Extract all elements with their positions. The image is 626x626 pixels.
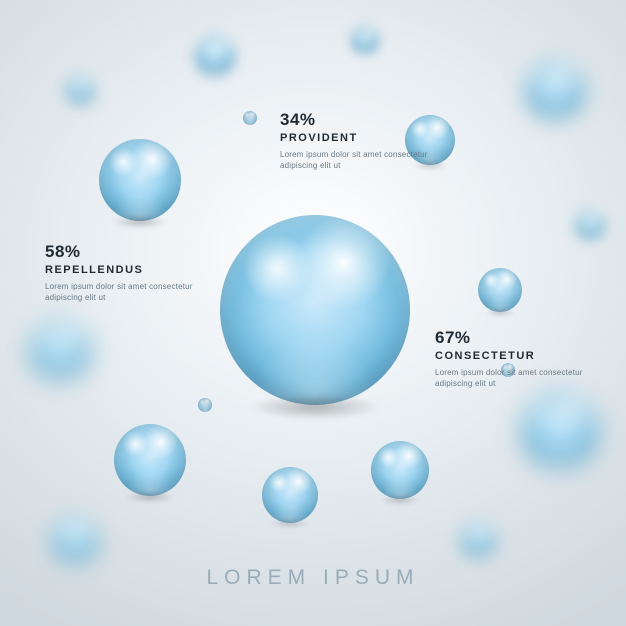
sphere-ball	[51, 516, 99, 564]
sphere-3	[478, 268, 522, 312]
sphere-ball	[521, 391, 599, 469]
sphere-1	[99, 139, 181, 221]
sphere-15	[460, 522, 496, 558]
stat-percent: 67%	[435, 328, 595, 348]
sphere-8	[351, 26, 379, 54]
sphere-ball	[575, 210, 605, 240]
sphere-ball	[29, 319, 91, 381]
sphere-ball	[114, 424, 186, 496]
sphere-shadow	[485, 309, 516, 315]
infographic-canvas: 34% PROVIDENT Lorem ipsum dolor sit amet c…	[0, 0, 626, 626]
sphere-shadow	[249, 394, 382, 421]
sphere-ball	[460, 522, 496, 558]
stat-label: CONSECTETUR	[435, 350, 595, 362]
sphere-ball	[220, 215, 410, 405]
sphere-9	[65, 75, 95, 105]
sphere-14	[51, 516, 99, 564]
stat-percent: 34%	[280, 110, 450, 130]
sphere-shadow	[270, 520, 309, 528]
sphere-0	[220, 215, 410, 405]
sphere-shadow	[111, 216, 168, 227]
sphere-5	[262, 467, 318, 523]
sphere-10	[525, 60, 585, 120]
sphere-ball	[525, 60, 585, 120]
sphere-ball	[243, 111, 257, 125]
sphere-ball	[478, 268, 522, 312]
stat-label: REPELLENDUS	[45, 264, 200, 276]
sphere-ball	[65, 75, 95, 105]
sphere-11	[575, 210, 605, 240]
stat-label: PROVIDENT	[280, 132, 450, 144]
sphere-shadow	[125, 492, 175, 502]
sphere-6	[371, 441, 429, 499]
sphere-ball	[99, 139, 181, 221]
sphere-17	[198, 398, 212, 412]
stat-body: Lorem ipsum dolor sit amet consectetur a…	[435, 368, 595, 390]
stat-percent: 58%	[45, 242, 200, 262]
sphere-ball	[262, 467, 318, 523]
sphere-ball	[351, 26, 379, 54]
sphere-ball	[198, 398, 212, 412]
footer-title: LOREM IPSUM	[0, 566, 626, 590]
sphere-13	[521, 391, 599, 469]
sphere-12	[29, 319, 91, 381]
stat-body: Lorem ipsum dolor sit amet consectetur a…	[45, 282, 200, 304]
sphere-ball	[195, 36, 235, 76]
stat-provident: 34% PROVIDENT Lorem ipsum dolor sit amet c…	[280, 110, 450, 172]
stat-body: Lorem ipsum dolor sit amet consectetur a…	[280, 150, 450, 172]
sphere-ball	[371, 441, 429, 499]
sphere-4	[114, 424, 186, 496]
sphere-7	[195, 36, 235, 76]
stat-consectetur: 67% CONSECTETUR Lorem ipsum dolor sit amet…	[435, 328, 595, 390]
stat-repellendus: 58% REPELLENDUS Lorem ipsum dolor sit amet…	[45, 242, 200, 304]
sphere-18	[243, 111, 257, 125]
sphere-shadow	[380, 496, 421, 504]
